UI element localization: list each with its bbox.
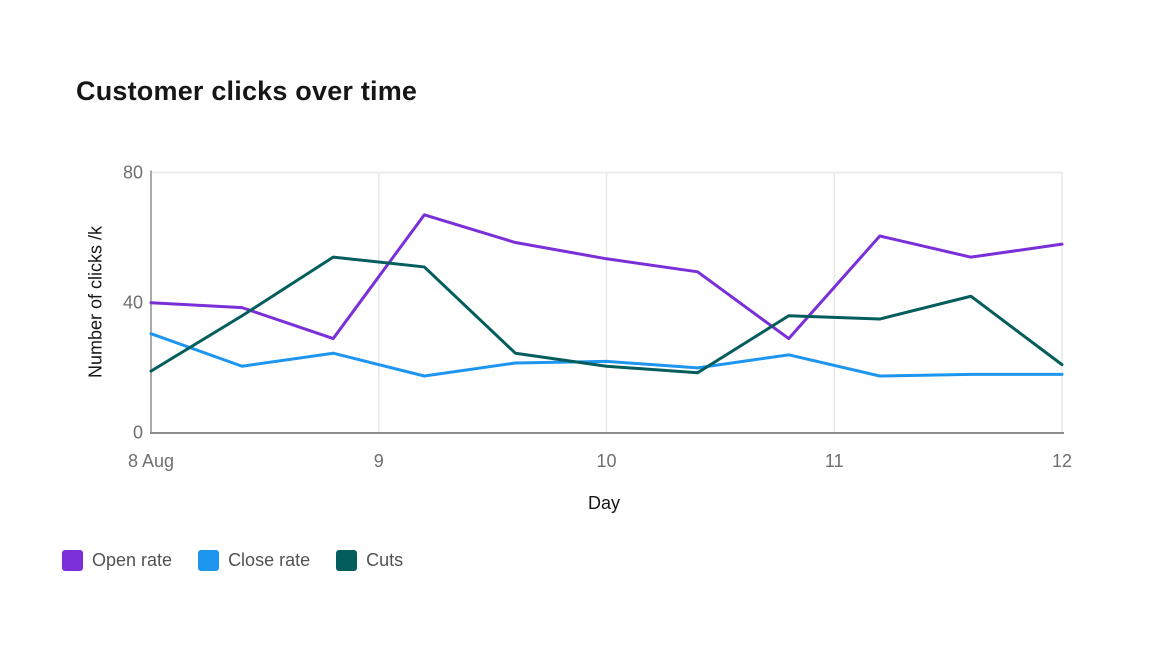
chart-line-close-rate[interactable]	[149, 332, 1064, 378]
x-tick-label-9: 9	[373, 451, 384, 471]
legend-item-cuts[interactable]: Cuts	[336, 550, 403, 571]
legend-swatch-cuts	[336, 550, 358, 571]
chart-line-cuts[interactable]	[149, 255, 1064, 375]
chart-title: Customer clicks over time	[76, 76, 418, 106]
legend: Open rate Close rate Cuts	[62, 550, 403, 571]
y-tick-label-80: 80	[122, 162, 143, 182]
legend-swatch-open-rate	[62, 550, 83, 571]
y-tick-label-40: 40	[122, 292, 143, 313]
legend-item-open-rate[interactable]: Open rate	[62, 550, 172, 571]
x-tick-label-10: 10	[596, 451, 617, 471]
x-tick-label-11: 11	[824, 451, 844, 471]
x-axis-label: Day	[587, 493, 621, 513]
legend-swatch-close-rate	[198, 550, 220, 571]
legend-label: Close rate	[228, 550, 311, 570]
legend-item-close-rate[interactable]: Close rate	[198, 550, 310, 571]
y-axis-label: Number of clicks /k	[85, 225, 106, 379]
legend-label: Cuts	[366, 550, 404, 570]
x-tick-label-8-aug: 8 Aug	[127, 451, 175, 471]
y-tick-label-0: 0	[132, 422, 143, 443]
legend-label: Open rate	[92, 550, 173, 570]
x-tick-label-12: 12	[1051, 451, 1073, 471]
chart-line-open-rate[interactable]	[149, 213, 1064, 341]
